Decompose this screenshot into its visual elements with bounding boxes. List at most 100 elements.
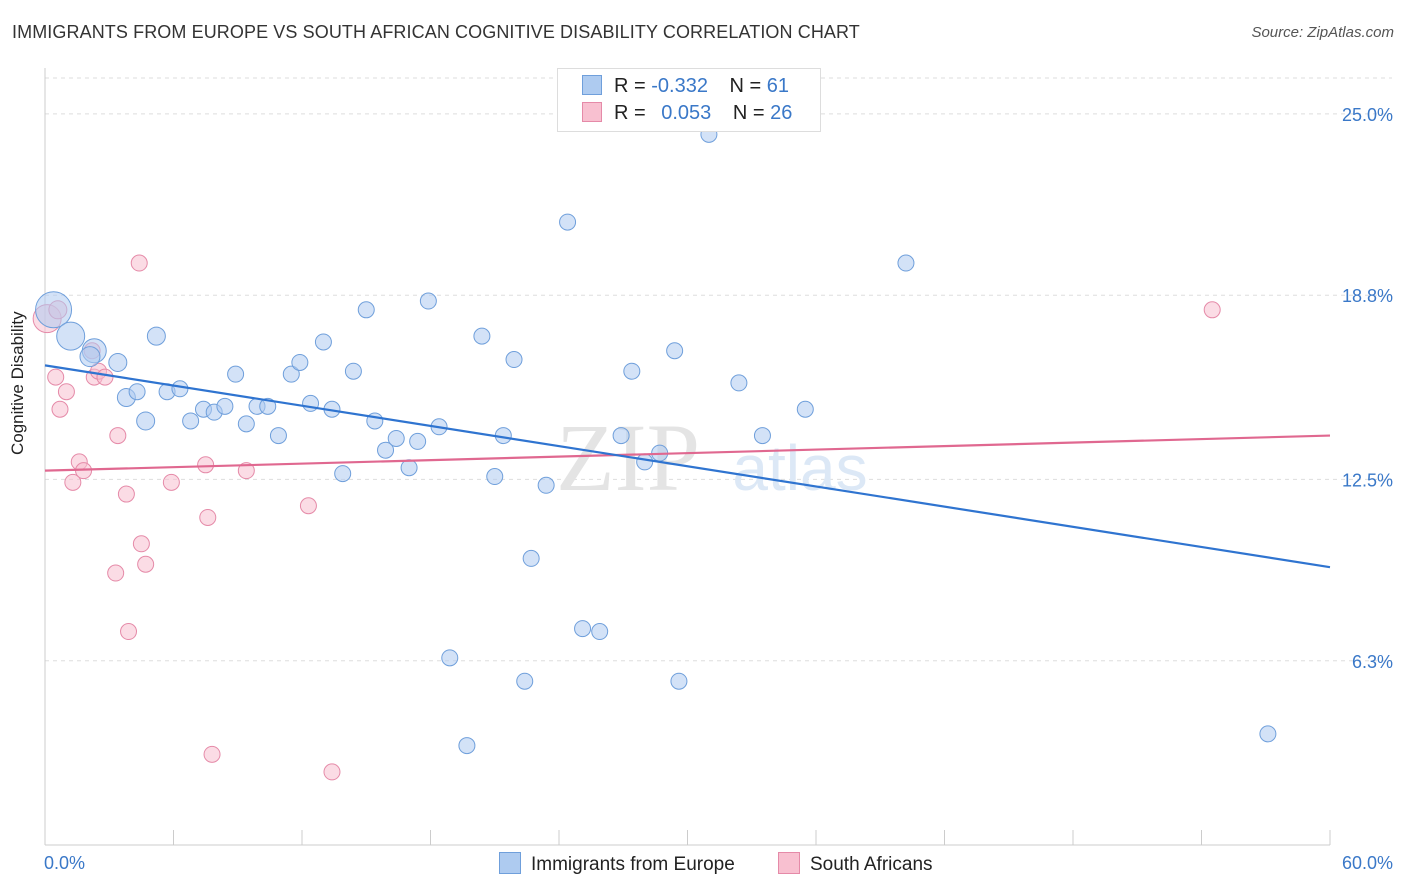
europe-point [79, 346, 101, 368]
y-tick-label: 18.8% [1342, 286, 1393, 306]
source-label: Source: ZipAtlas.com [1251, 24, 1394, 41]
sa-r-label: R = [614, 102, 646, 124]
south-african-point [107, 564, 125, 582]
europe-point [537, 476, 555, 494]
europe-point [419, 292, 437, 310]
europe-point [334, 465, 352, 483]
europe-point [516, 672, 534, 690]
europe-point [400, 459, 418, 477]
europe-point [171, 380, 189, 398]
europe-n-label: N = [729, 75, 762, 97]
sa-r-value: 0.053 [661, 102, 712, 124]
south-african-point [120, 623, 138, 641]
europe-point [128, 383, 146, 401]
europe-point [108, 352, 128, 372]
europe-legend-swatch [499, 852, 521, 874]
legend-item-south-africans[interactable]: South Africans [778, 852, 933, 876]
watermark: ZIP atlas [556, 404, 868, 511]
europe-point [269, 427, 287, 445]
europe-point [505, 351, 523, 369]
south-africans-trend-line [44, 434, 1331, 472]
stats-legend: R = -0.332 N = 61 R = 0.053 N = 26 [557, 68, 821, 132]
europe-point [237, 415, 255, 433]
trend-lines [44, 364, 1331, 569]
y-tick-labels: 6.3% 12.5% 18.8% 25.0% [1342, 105, 1393, 672]
south-african-point [203, 745, 221, 763]
south-african-point [137, 555, 155, 573]
europe-n-value: 61 [766, 75, 790, 97]
europe-point [35, 291, 73, 329]
europe-point [441, 649, 459, 667]
legend-item-europe[interactable]: Immigrants from Europe [499, 852, 735, 876]
europe-point [216, 397, 234, 415]
europe-r-value: -0.332 [651, 75, 708, 97]
sa-legend-label: South Africans [810, 854, 933, 875]
europe-point [387, 429, 405, 447]
x-tick-label: 60.0% [1342, 853, 1393, 873]
europe-point [666, 342, 684, 360]
europe-point [314, 333, 332, 351]
europe-point [1259, 725, 1277, 743]
europe-point [623, 362, 641, 380]
legend-row-south-africans: R = 0.053 N = 26 [582, 102, 792, 130]
y-axis-label: Cognitive Disability [8, 311, 27, 455]
europe-point [730, 374, 748, 392]
europe-point [377, 441, 395, 459]
europe-point [291, 353, 309, 371]
y-tick-label: 25.0% [1342, 105, 1393, 125]
south-african-point [64, 473, 82, 491]
europe-point [486, 468, 504, 486]
europe-point [56, 321, 86, 351]
europe-point [522, 549, 540, 567]
chart-title: IMMIGRANTS FROM EUROPE VS SOUTH AFRICAN … [12, 22, 860, 42]
europe-swatch [582, 75, 602, 95]
axes-layer [44, 68, 1331, 846]
south-african-point [51, 400, 69, 418]
europe-point [357, 301, 375, 319]
europe-point [146, 326, 166, 346]
europe-point [182, 412, 200, 430]
south-african-point [162, 473, 180, 491]
europe-point [897, 254, 915, 272]
watermark-atlas: atlas [732, 432, 867, 504]
europe-point [282, 365, 300, 383]
europe-point [612, 427, 630, 445]
south-african-point [237, 462, 255, 480]
south-africans-points [32, 254, 1221, 781]
grid-layer [45, 77, 1392, 662]
south-african-point [96, 368, 114, 386]
south-african-point [47, 368, 65, 386]
south-africans-swatch [582, 102, 602, 122]
europe-point [559, 213, 577, 231]
europe-point [574, 620, 592, 638]
south-african-point [323, 763, 341, 781]
europe-r-label: R = [614, 75, 646, 97]
sa-n-value: 26 [770, 102, 793, 124]
europe-point [670, 672, 688, 690]
sa-n-label: N = [732, 102, 765, 124]
europe-legend-label: Immigrants from Europe [531, 854, 735, 875]
europe-point [136, 411, 156, 431]
europe-point [796, 400, 814, 418]
europe-point [591, 623, 609, 641]
y-tick-label: 12.5% [1342, 470, 1393, 490]
europe-point [227, 365, 245, 383]
europe-points [35, 125, 1277, 755]
europe-point [344, 362, 362, 380]
y-tick-label: 6.3% [1352, 652, 1393, 672]
europe-point [473, 327, 491, 345]
south-african-point [1203, 301, 1221, 319]
europe-point [409, 432, 427, 450]
europe-point [458, 737, 476, 755]
south-african-point [57, 383, 75, 401]
south-african-point [130, 254, 148, 272]
x-tick-labels: 0.0% 60.0% [44, 853, 1393, 873]
south-african-point [299, 497, 317, 515]
south-african-point [109, 427, 127, 445]
europe-point [259, 397, 277, 415]
sa-legend-swatch [778, 852, 800, 874]
europe-trend-line [44, 364, 1331, 569]
europe-point [636, 453, 654, 471]
south-african-point [117, 485, 135, 503]
